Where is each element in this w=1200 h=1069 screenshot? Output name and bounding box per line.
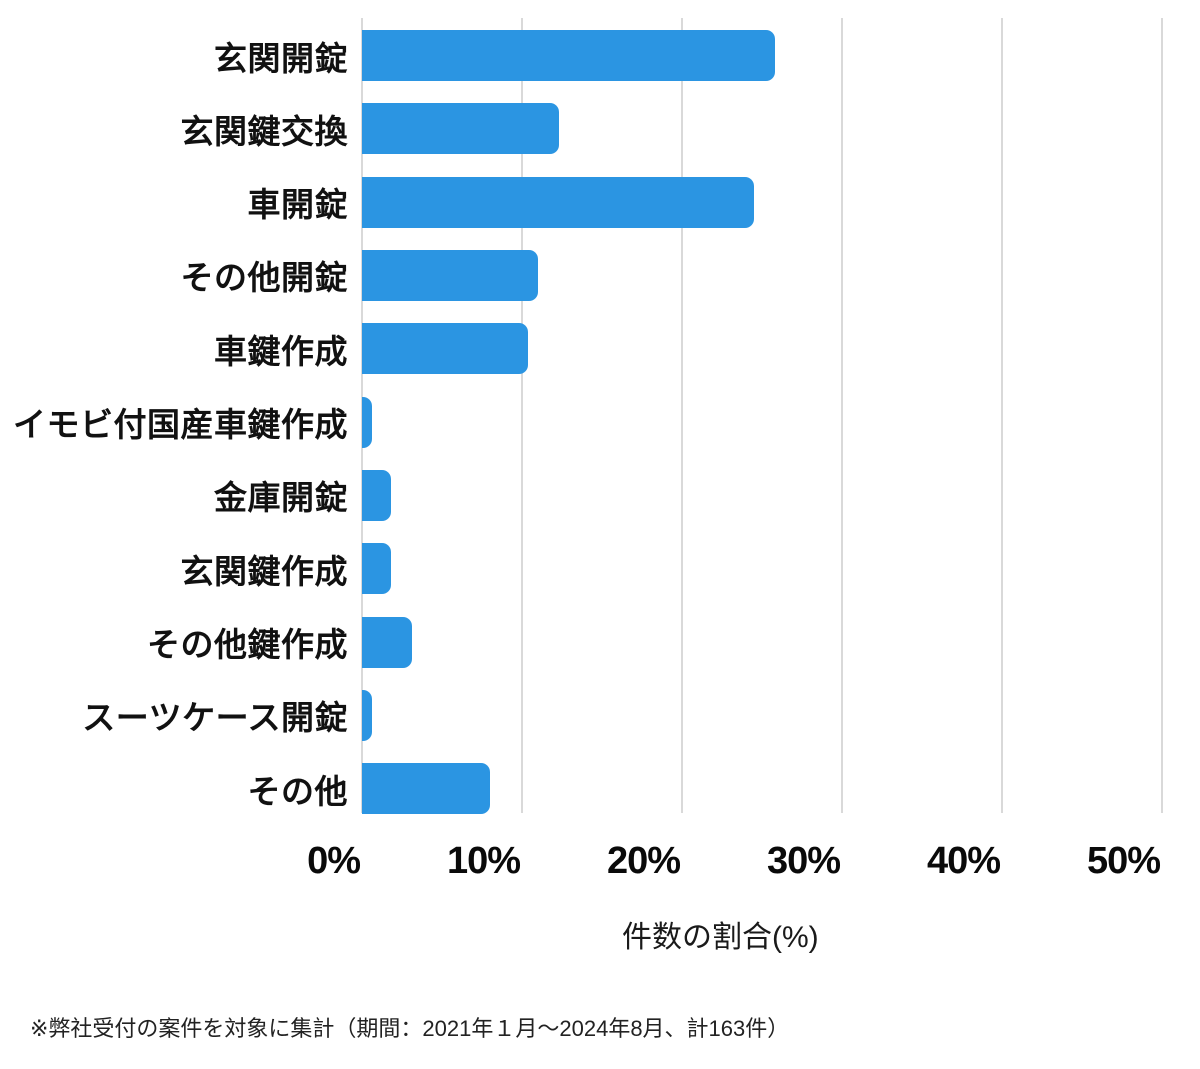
category-label-2: 車開錠 — [247, 186, 348, 224]
gridline-20% — [681, 18, 683, 813]
footnote: ※弊社受付の案件を対象に集計（期間：2021年１月～2024年8月、計163件） — [30, 1016, 790, 1041]
category-label-10: その他 — [247, 772, 348, 810]
bar-10 — [362, 763, 490, 815]
category-label-7: 玄関鍵作成 — [180, 552, 348, 590]
bar-5 — [362, 396, 372, 448]
bar-9 — [362, 689, 372, 741]
bar-8 — [362, 616, 412, 668]
bar-3 — [362, 249, 538, 301]
bar-1 — [362, 103, 559, 155]
plot-area — [361, 18, 1163, 815]
bar-6 — [362, 469, 391, 521]
x-tick-label-30%: 30% — [766, 840, 841, 882]
x-tick-label-50%: 50% — [1086, 840, 1161, 882]
bar-7 — [362, 543, 391, 595]
category-label-9: スーツケース開錠 — [82, 699, 348, 737]
gridline-50% — [1161, 18, 1163, 813]
bar-0 — [362, 30, 775, 81]
category-label-1: 玄関鍵交換 — [180, 112, 348, 150]
category-label-8: その他鍵作成 — [147, 626, 348, 664]
x-tick-label-10%: 10% — [446, 840, 521, 882]
x-axis-title: 件数の割合(%) — [622, 921, 819, 954]
bar-4 — [362, 323, 529, 375]
gridline-10% — [521, 18, 523, 813]
category-label-6: 金庫開錠 — [214, 479, 348, 517]
x-tick-label-20%: 20% — [606, 840, 681, 882]
gridline-40% — [1001, 18, 1003, 813]
x-tick-label-40%: 40% — [926, 840, 1001, 882]
category-label-5: イモビ付国産車鍵作成 — [13, 406, 348, 444]
category-label-0: 玄関開錠 — [214, 39, 348, 77]
gridline-30% — [841, 18, 843, 813]
bar-2 — [362, 176, 754, 228]
category-label-3: その他開錠 — [180, 259, 348, 297]
x-tick-label-0%: 0% — [307, 840, 361, 882]
category-label-4: 車鍵作成 — [214, 332, 348, 370]
